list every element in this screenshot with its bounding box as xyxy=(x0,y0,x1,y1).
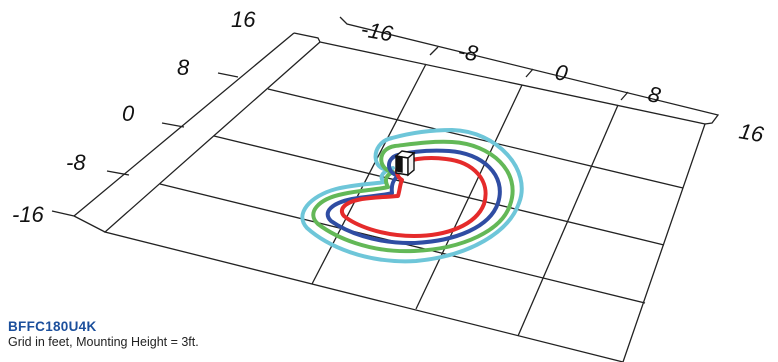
x-tick-label: -16 xyxy=(359,16,395,46)
grid-line-y2 xyxy=(213,135,665,246)
y-tick-label: 0 xyxy=(122,101,135,126)
grid-line-x2 xyxy=(415,84,523,310)
y-tick-label: 16 xyxy=(231,7,256,32)
y-tick-label: 8 xyxy=(177,55,190,80)
grid-line-x3 xyxy=(517,104,619,337)
y-tick-label: -8 xyxy=(66,150,86,175)
y-axis-top xyxy=(293,32,321,43)
x-tick-label: 16 xyxy=(737,118,766,147)
grid-note: Grid in feet, Mounting Height = 3ft. xyxy=(8,335,199,349)
y-tick-mark-4 xyxy=(51,210,75,217)
y-tick-label: -16 xyxy=(12,202,45,227)
y-axis-line xyxy=(73,215,106,233)
x-tick-label: -8 xyxy=(456,38,480,66)
axis-tick-marks xyxy=(51,16,720,233)
x-axis-corner xyxy=(339,16,720,125)
y-tick-mark-1 xyxy=(217,72,239,78)
contour-lines xyxy=(300,128,524,264)
y-tick-mark-2 xyxy=(161,122,185,128)
x-tick-label: 8 xyxy=(646,81,663,108)
contour-red xyxy=(339,156,488,238)
x-tick-mark-1 xyxy=(429,46,439,56)
x-axis-labels: -16 -8 0 8 16 xyxy=(359,16,766,147)
x-tick-mark-3 xyxy=(620,91,629,101)
x-tick-label: 0 xyxy=(553,59,570,86)
y-axis-labels: 16 8 0 -8 -16 xyxy=(12,7,256,227)
caption: BFFC180U4K Grid in feet, Mounting Height… xyxy=(8,319,199,349)
wall-fixture-icon xyxy=(394,150,416,177)
y-tick-mark-3 xyxy=(106,170,130,176)
y-axis-back xyxy=(73,32,295,217)
contour-outer-cyan xyxy=(300,128,524,264)
grid-line-y1 xyxy=(267,88,684,189)
model-number: BFFC180U4K xyxy=(8,319,97,334)
x-tick-mark-2 xyxy=(525,68,534,78)
contour-green xyxy=(311,139,515,254)
grid-outline xyxy=(103,41,706,362)
